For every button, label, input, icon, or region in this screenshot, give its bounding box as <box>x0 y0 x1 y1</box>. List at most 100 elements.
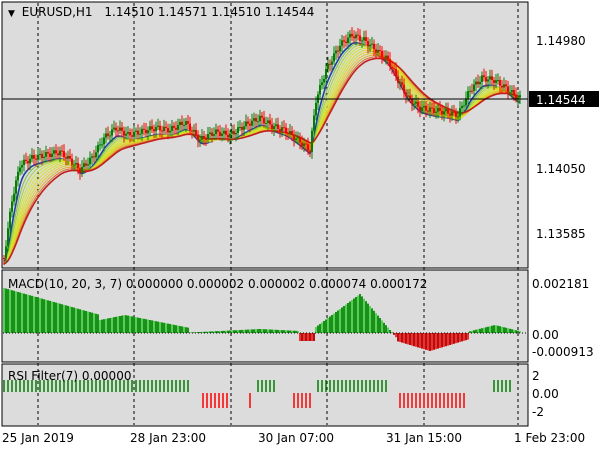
macd-bar <box>241 329 243 333</box>
macd-bar <box>125 315 127 333</box>
macd-bar <box>305 333 307 341</box>
candle-body <box>13 193 15 202</box>
candle-body <box>313 115 315 131</box>
candle-body <box>465 98 467 106</box>
macd-bar <box>39 298 41 333</box>
macd-bar <box>287 330 289 333</box>
candle-body <box>475 81 477 85</box>
candle-body <box>63 151 65 158</box>
candle-body <box>275 124 277 127</box>
macd-bar <box>155 321 157 333</box>
candle-body <box>337 50 339 52</box>
candle-body <box>203 136 205 139</box>
candle-body <box>441 110 443 115</box>
macd-bar <box>227 330 229 333</box>
candle-body <box>135 130 137 132</box>
macd-bar <box>25 294 27 333</box>
macd-bar <box>139 318 141 333</box>
candle-body <box>247 121 249 124</box>
candle-body <box>163 126 165 132</box>
macd-bar <box>207 331 209 333</box>
macd-bar <box>309 333 311 341</box>
candle-body <box>325 68 327 79</box>
candle-body <box>349 33 351 38</box>
ma-line <box>3 57 521 265</box>
macd-bar <box>427 333 429 351</box>
macd-bar <box>183 326 185 333</box>
candlesticks <box>3 27 521 265</box>
macd-bar <box>437 333 439 349</box>
candle-body <box>319 85 321 95</box>
candle-body <box>179 121 181 126</box>
macd-bar <box>263 329 265 333</box>
candle-body <box>449 113 451 116</box>
macd-bar <box>353 298 355 333</box>
macd-bar <box>327 318 329 333</box>
macd-bar <box>97 314 99 333</box>
macd-bar <box>9 289 11 333</box>
macd-bar <box>503 327 505 333</box>
candle-body <box>115 127 117 131</box>
candle-body <box>157 125 159 127</box>
macd-bar <box>501 326 503 333</box>
price-label: 1.14050 <box>536 162 586 176</box>
macd-bar <box>447 333 449 346</box>
candle-body <box>193 129 195 132</box>
candle-body <box>321 82 323 86</box>
candle-body <box>437 107 439 112</box>
candle-body <box>89 157 91 165</box>
candle-body <box>137 130 139 135</box>
candle-body <box>225 130 227 135</box>
macd-bar <box>347 303 349 333</box>
macd-bar <box>229 330 231 333</box>
candle-body <box>177 125 179 130</box>
macd-bar <box>59 303 61 333</box>
candle-body <box>493 79 495 83</box>
macd-bar <box>27 294 29 333</box>
candle-body <box>353 36 355 39</box>
candle-body <box>495 80 497 83</box>
macd-bar <box>429 333 431 351</box>
candle-body <box>125 133 127 136</box>
macd-bar <box>267 329 269 333</box>
macd-bar <box>317 325 319 333</box>
macd-bar <box>105 318 107 333</box>
candle-body <box>403 84 405 93</box>
candle-body <box>463 105 465 107</box>
candle-body <box>501 85 503 88</box>
macd-bar <box>321 322 323 333</box>
candle-body <box>249 123 251 126</box>
macd-bar <box>31 295 33 333</box>
macd-bar <box>41 298 43 333</box>
macd-bar <box>345 304 347 333</box>
candle-body <box>309 150 311 152</box>
time-label: 31 Jan 15:00 <box>386 431 462 445</box>
candle-body <box>293 134 295 140</box>
macd-bar <box>469 331 471 333</box>
macd-bar <box>391 332 393 333</box>
candle-body <box>369 44 371 47</box>
macd-bar <box>285 330 287 333</box>
candle-body <box>235 132 237 135</box>
main-panel[interactable] <box>1 1 529 269</box>
macd-bar <box>471 330 473 333</box>
macd-bar <box>415 333 417 347</box>
candle-body <box>75 163 77 165</box>
macd-bar <box>459 333 461 342</box>
macd-bar <box>261 329 263 333</box>
candle-body <box>255 118 257 122</box>
macd-bar <box>33 296 35 333</box>
candle-body <box>231 131 233 134</box>
macd-bar <box>319 324 321 333</box>
macd-bar <box>211 331 213 333</box>
candle-body <box>453 111 455 113</box>
macd-bar <box>461 333 463 342</box>
macd-bar <box>223 330 225 333</box>
candle-body <box>113 127 115 130</box>
candle-body <box>111 129 113 136</box>
macd-bar <box>23 293 25 333</box>
candle-body <box>439 107 441 111</box>
macd-bar <box>289 330 291 333</box>
